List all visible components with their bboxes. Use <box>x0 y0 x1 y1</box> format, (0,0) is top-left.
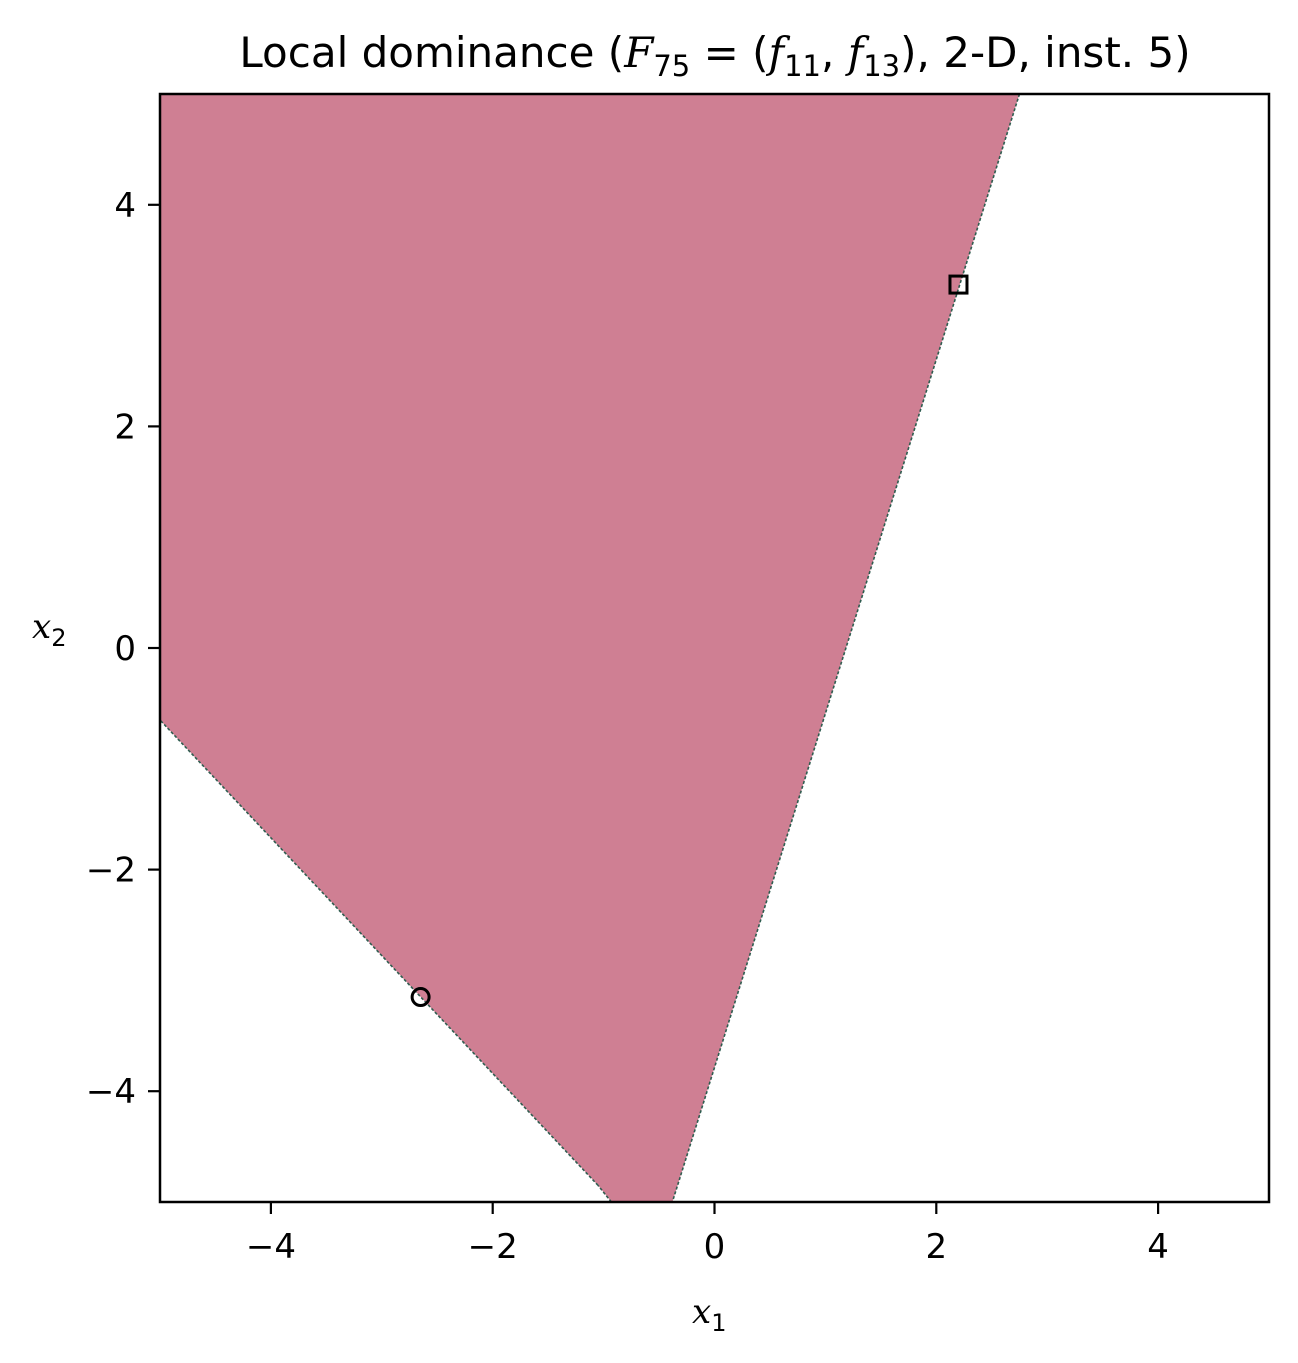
title-equals: = ( <box>690 28 769 77</box>
title-prefix: Local dominance ( <box>239 28 625 77</box>
title-comma: , <box>820 28 848 77</box>
x-axis-label: x1 <box>692 1292 726 1337</box>
y-tick-label: 2 <box>114 407 136 447</box>
title-suffix: ), 2-D, inst. 5) <box>900 28 1191 77</box>
region-boundary-2 <box>597 1184 612 1203</box>
title-f1-subscript: 11 <box>784 49 821 83</box>
title-f2-symbol: f <box>847 28 864 77</box>
marker-circle <box>410 987 431 1008</box>
y-tick-label: −4 <box>86 1072 136 1112</box>
y-axis-label-symbol: x <box>32 607 52 647</box>
marker-square <box>948 274 969 295</box>
x-tick-label: 2 <box>925 1227 947 1267</box>
title-f1-symbol: f <box>768 28 785 77</box>
x-tick-label: −4 <box>246 1227 296 1267</box>
region-boundary-1 <box>671 93 1021 1203</box>
y-axis-label-subscript: 2 <box>51 624 67 652</box>
y-tick-label: −2 <box>86 851 136 891</box>
title-f-symbol: F <box>624 28 654 77</box>
y-tick-label: 4 <box>114 186 136 226</box>
x-tick-label: 0 <box>704 1227 726 1267</box>
title-f-subscript: 75 <box>653 49 691 83</box>
title-f2-subscript: 13 <box>863 49 901 83</box>
x-axis-label-symbol: x <box>692 1292 712 1332</box>
region-boundary-3 <box>159 719 599 1186</box>
y-axis-label: x2 <box>32 607 66 652</box>
y-tick-label: 0 <box>114 629 136 669</box>
chart-title: Local dominance (F75 = (f11, f13), 2-D, … <box>160 28 1270 83</box>
x-tick-label: 4 <box>1147 1227 1169 1267</box>
dominance-region <box>160 94 1020 1202</box>
x-axis-label-subscript: 1 <box>711 1309 727 1337</box>
plot-area <box>159 93 1021 1203</box>
x-tick-label: −2 <box>468 1227 518 1267</box>
axes: −4 −2 0 2 4 −4 −2 0 2 4 <box>86 92 1271 1267</box>
